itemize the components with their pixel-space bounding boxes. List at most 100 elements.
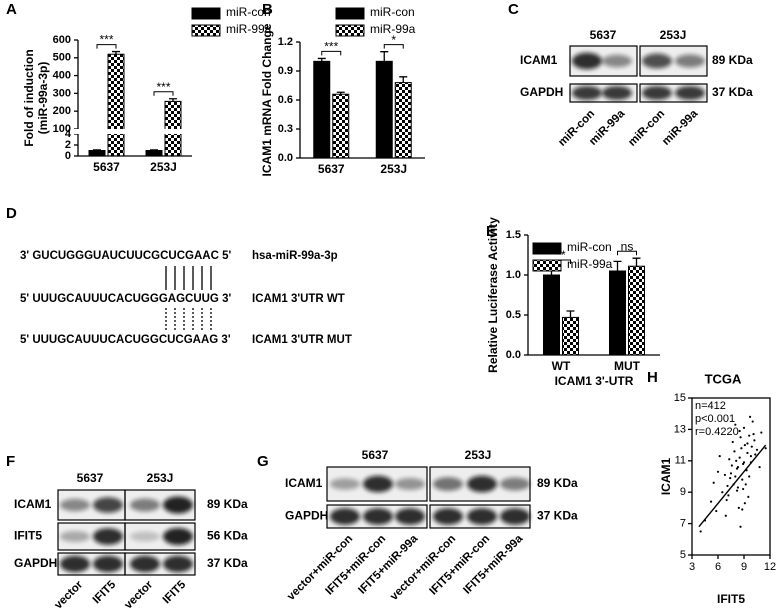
blot-band: [602, 86, 632, 100]
blot-band: [163, 528, 193, 545]
x-tick-label: 253J: [380, 162, 407, 176]
point: [746, 451, 749, 455]
point: [742, 426, 746, 429]
size-label: 56 KDa: [207, 529, 248, 543]
y-axis-label: Relative Luciferase Activity: [486, 217, 500, 373]
point: [755, 448, 759, 451]
blot-band: [163, 555, 193, 573]
sequence: 3' GUCUGGGUAUCUUCGCUCGAAC 5': [20, 250, 231, 262]
annotation: p<0.001: [695, 413, 735, 425]
blot-frame: [569, 83, 638, 103]
legend-label: miR-con: [567, 240, 612, 254]
panel-label: C: [508, 1, 519, 18]
panel-label: G: [257, 453, 269, 470]
lane-label: IFIT5+miR-con: [428, 533, 493, 598]
blot-band: [602, 54, 632, 68]
significance-label: ***: [324, 40, 338, 54]
point: [718, 454, 721, 458]
blot-band: [642, 53, 672, 69]
point: [715, 509, 718, 513]
lane-label: vector: [122, 578, 155, 610]
blot-band: [675, 54, 705, 68]
x-tick-label: 12: [764, 561, 776, 573]
x-tick-label: WT: [552, 359, 571, 373]
bar: [164, 100, 182, 157]
y-tick-label: 7: [680, 518, 686, 530]
bar: [609, 270, 626, 356]
point: [740, 447, 743, 450]
point: [764, 447, 767, 450]
point: [741, 508, 744, 511]
point: [734, 475, 737, 478]
legend-label: miR-99a: [567, 257, 613, 271]
group-label: 5637: [77, 471, 104, 485]
y-tick-label: 4: [65, 128, 72, 140]
point: [725, 498, 728, 502]
x-tick-label: 5637: [318, 162, 345, 176]
y-tick-label: 11: [675, 455, 686, 467]
fit-line: [698, 444, 767, 528]
blot-band: [433, 477, 463, 491]
error-bar: [169, 98, 177, 102]
y-axis-label: ICAM1: [659, 458, 673, 496]
blot-band: [330, 478, 360, 490]
point: [744, 483, 747, 486]
group-label: 253J: [660, 28, 687, 42]
panel-label: H: [647, 369, 658, 386]
size-label: 89 KDa: [207, 497, 248, 511]
point: [737, 506, 740, 509]
x-tick-label: 3: [689, 561, 695, 573]
point: [712, 481, 715, 484]
legend-label: miR-99a: [226, 22, 272, 36]
x-tick-label: MUT: [614, 359, 641, 373]
y-tick-label: 2: [65, 139, 71, 151]
y-tick-label: 0.5: [506, 309, 521, 321]
blot-frame: [124, 552, 196, 576]
blot-band: [395, 508, 425, 525]
point: [741, 478, 744, 481]
y-tick-label: 600: [53, 34, 71, 46]
point: [716, 470, 720, 473]
point: [727, 494, 730, 497]
blot-band: [467, 475, 497, 493]
blot-band: [93, 555, 123, 573]
point: [748, 475, 751, 478]
axis-break: [72, 128, 192, 134]
y-tick-label: 0.3: [278, 123, 293, 135]
point: [748, 434, 751, 437]
group-label: 5637: [590, 28, 617, 42]
size-label: 37 KDa: [537, 509, 578, 523]
blot-frame: [124, 522, 196, 551]
point: [729, 472, 733, 475]
point: [721, 491, 724, 494]
blot-band: [130, 531, 160, 542]
blot-band: [60, 531, 90, 542]
y-tick-label: 0.9: [278, 65, 293, 77]
blot-band: [163, 496, 193, 514]
panel-label: F: [6, 453, 15, 470]
point: [739, 436, 742, 439]
blot-band: [642, 86, 672, 100]
bar: [332, 93, 350, 159]
significance-label: ***: [156, 80, 170, 94]
x-tick-label: 5637: [93, 160, 120, 174]
error-bar: [632, 257, 641, 267]
y-tick-label: 9: [680, 486, 686, 498]
row-label: GAPDH: [285, 509, 328, 523]
point: [709, 500, 713, 503]
point: [729, 476, 732, 480]
panel-label: A: [6, 1, 17, 18]
lane-label: miR-99a: [660, 107, 701, 148]
blot-band: [363, 508, 393, 525]
point: [735, 459, 738, 462]
legend-swatch: [532, 242, 562, 255]
blot-frame: [124, 489, 196, 521]
significance-bracket: [153, 91, 174, 96]
pairing-lines: [165, 266, 212, 290]
point: [739, 525, 742, 528]
blot-frame: [639, 45, 708, 77]
pairing-dots: [165, 308, 212, 332]
row-label: ICAM1: [285, 476, 323, 490]
significance-label: **: [556, 248, 566, 262]
point: [758, 465, 761, 469]
